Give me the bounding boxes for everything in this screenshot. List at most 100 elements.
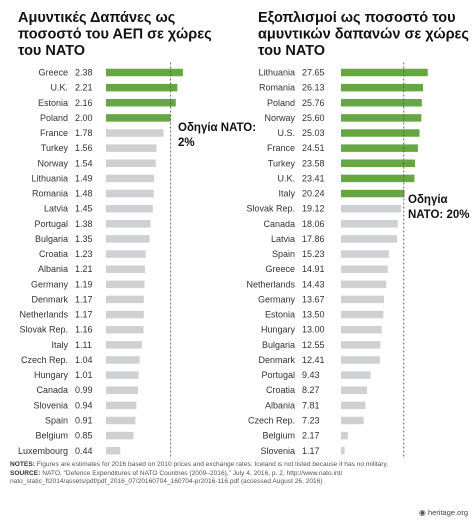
bar [341,431,348,440]
bar [106,371,139,379]
chart-title-line: του ΝΑΤΟ [18,43,85,59]
value-label: 1.01 [75,370,93,380]
value-label: 24.51 [302,143,325,153]
category-label: Netherlands [246,279,295,289]
value-label: 1.56 [75,143,93,153]
category-label: Belgium [262,431,295,441]
value-label: 13.00 [302,325,325,335]
bar [341,325,382,334]
category-label: Germany [258,294,296,304]
category-label: Denmark [31,294,68,304]
threshold-annotation: Οδηγία [408,194,448,206]
category-label: Lithuania [31,173,68,183]
brand-text: heritage.org [427,508,468,517]
source-label: SOURCE: [10,469,41,477]
value-label: 1.48 [75,189,93,199]
bar [106,114,171,122]
category-label: Poland [40,113,68,123]
category-label: Albania [265,400,295,410]
value-label: 1.17 [302,446,320,456]
chart-title-line: ποσοστό του ΑΕΠ σε χώρες [18,27,212,43]
category-label: Estonia [265,310,295,320]
value-label: 0.99 [75,385,93,395]
value-label: 2.17 [302,431,320,441]
value-label: 12.55 [302,340,325,350]
value-label: 25.03 [302,128,325,138]
brand-mark: ◉ heritage.org [419,508,468,517]
bar [341,144,418,152]
bar [106,295,144,304]
category-label: Poland [267,98,295,108]
category-label: Latvia [271,234,295,244]
value-label: 14.91 [302,264,325,274]
category-label: Croatia [39,249,68,259]
value-label: 1.54 [75,158,93,168]
category-label: Slovenia [260,446,295,456]
value-label: 0.85 [75,431,93,441]
category-label: Spain [272,249,295,259]
bar [106,401,137,410]
bar [341,189,405,198]
chart-title-line: Αμυντικές Δαπάνες ως [18,10,175,26]
bar [341,386,367,394]
source-line: SOURCE: NATO, “Defence Expenditures of N… [10,470,466,487]
bar [106,341,142,349]
value-label: 15.23 [302,249,325,259]
source-text: NATO, “Defence Expenditures of NATO Coun… [10,469,343,486]
value-label: 0.91 [75,415,93,425]
category-label: Slovak Rep. [19,325,68,335]
bar [106,68,183,77]
category-label: Germany [31,279,69,289]
value-label: 1.23 [75,249,93,259]
value-label: 25.76 [302,98,325,108]
category-label: Norway [37,158,68,168]
bar [341,416,364,425]
value-label: 2.21 [75,83,93,93]
bar [341,99,422,107]
threshold-annotation: 2% [178,137,195,149]
value-label: 26.13 [302,83,325,93]
value-label: 13.50 [302,310,325,320]
category-label: France [267,143,295,153]
bar [106,174,155,183]
bar [106,431,134,440]
bar [106,416,136,425]
category-label: Romania [259,83,295,93]
bar [106,447,121,455]
category-label: Canada [36,385,68,395]
category-label: Norway [264,113,295,123]
category-label: Spain [45,415,68,425]
value-label: 27.65 [302,68,325,78]
bar [341,174,415,183]
category-label: Belgium [35,431,68,441]
value-label: 23.41 [302,173,325,183]
category-label: Latvia [44,204,68,214]
value-label: 1.04 [75,355,93,365]
bar [341,447,345,455]
bar [341,310,384,319]
threshold-annotation: Οδηγία ΝΑΤΟ: [178,122,256,134]
category-label: Greece [38,68,68,78]
value-label: 1.38 [75,219,93,229]
bar [106,189,154,198]
value-label: 1.17 [75,310,93,320]
bar [341,356,380,364]
value-label: 1.11 [75,340,92,350]
value-label: 14.43 [302,279,325,289]
bar [341,280,387,289]
bar [106,386,138,394]
category-label: Croatia [266,385,295,395]
category-label: Italy [51,340,68,350]
category-label: Canada [263,219,295,229]
category-label: Bulgaria [35,234,68,244]
value-label: 1.17 [75,294,93,304]
category-label: Portugal [34,219,68,229]
category-label: France [40,128,68,138]
category-label: Bulgaria [262,340,295,350]
category-label: Romania [32,189,68,199]
chart-title-line: του ΝΑΤΟ [258,43,325,59]
value-label: 1.16 [75,325,93,335]
value-label: 2.38 [75,68,93,78]
bar [341,235,398,243]
value-label: 0.44 [75,446,93,456]
